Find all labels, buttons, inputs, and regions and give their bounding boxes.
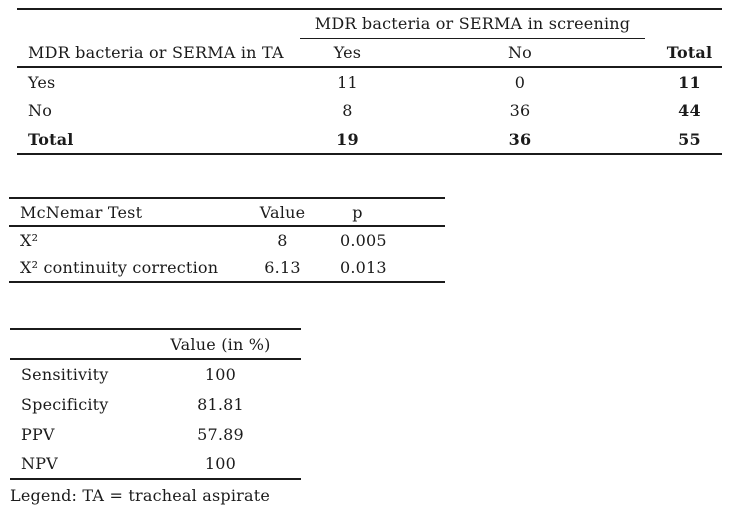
table-row: No 8 36 44 xyxy=(17,96,722,125)
cell-value: 19 xyxy=(300,125,395,155)
spanning-column-header: MDR bacteria or SERMA in screening xyxy=(300,8,645,39)
cell-value: 6.13 xyxy=(225,254,340,283)
column-header-yes: Yes xyxy=(300,38,395,68)
table-row: X² continuity correction 6.13 0.013 xyxy=(9,254,445,283)
column-header-total: Total xyxy=(645,38,722,68)
column-header-no: No xyxy=(395,38,645,68)
cell-p-value: 0.013 xyxy=(340,254,387,283)
row-label-ppv: PPV xyxy=(21,424,55,444)
empty-cell xyxy=(375,254,445,283)
table-header-row: Value (in %) xyxy=(10,328,301,360)
row-label: Yes xyxy=(28,72,56,92)
cell-value: 81.81 xyxy=(197,394,244,414)
row-label-sensitivity: Sensitivity xyxy=(21,365,109,384)
row-label: X² xyxy=(20,231,39,250)
empty-corner-cell xyxy=(645,8,722,38)
table-row: PPV 57.89 xyxy=(10,419,301,449)
table-total-row: Total 19 36 55 xyxy=(17,125,722,155)
row-label-specificity: Specificity xyxy=(21,394,109,414)
row-label: X² continuity correction xyxy=(9,254,225,283)
mcnemar-table: McNemar Test Value p X² 8 0.005 X² conti… xyxy=(9,197,445,283)
cell-value: 36 xyxy=(395,125,645,155)
column-header-value-percent: Value (in %) xyxy=(150,328,301,360)
cell-total: 44 xyxy=(678,101,701,120)
row-label: Total xyxy=(17,125,300,155)
table-row: Sensitivity 100 xyxy=(10,359,301,389)
table-header-row: MDR bacteria or SERMA in TA Yes No Total xyxy=(17,38,722,68)
row-dimension-header: MDR bacteria or SERMA in TA xyxy=(17,38,300,68)
cell-value: 36 xyxy=(509,101,531,120)
table-row: Specificity 81.81 xyxy=(10,389,301,419)
legend-text: Legend: TA = tracheal aspirate xyxy=(10,486,271,505)
table-row: Yes 11 0 11 xyxy=(17,67,722,96)
cell-value: 8 xyxy=(342,101,353,120)
cell-value: 11 xyxy=(337,72,358,92)
empty-corner-cell xyxy=(10,328,150,360)
accuracy-table: Value (in %) Sensitivity 100 Specificity… xyxy=(10,328,301,480)
cell-value: 100 xyxy=(204,365,237,384)
column-header-p: p xyxy=(340,197,375,227)
cell-p-value: 0.005 xyxy=(340,231,387,250)
row-label-npv: NPV xyxy=(10,449,150,480)
table-row: X² 8 0.005 xyxy=(9,226,445,254)
table-header-row: McNemar Test Value p xyxy=(9,197,445,227)
column-header-test: McNemar Test xyxy=(9,197,225,227)
cell-value: 0 xyxy=(514,72,526,92)
cell-value: 100 xyxy=(150,449,301,480)
table-row: MDR bacteria or SERMA in screening xyxy=(17,8,722,39)
cell-total: 11 xyxy=(678,72,701,92)
cell-value: 8 xyxy=(277,231,288,250)
cell-total: 55 xyxy=(645,125,722,155)
contingency-table: MDR bacteria or SERMA in screening MDR b… xyxy=(17,8,722,155)
column-header-value: Value xyxy=(225,197,340,227)
empty-corner-cell xyxy=(17,8,300,38)
empty-cell xyxy=(375,197,445,227)
table-row: NPV 100 xyxy=(10,449,301,480)
cell-value: 57.89 xyxy=(197,424,244,444)
row-label: No xyxy=(28,101,53,120)
